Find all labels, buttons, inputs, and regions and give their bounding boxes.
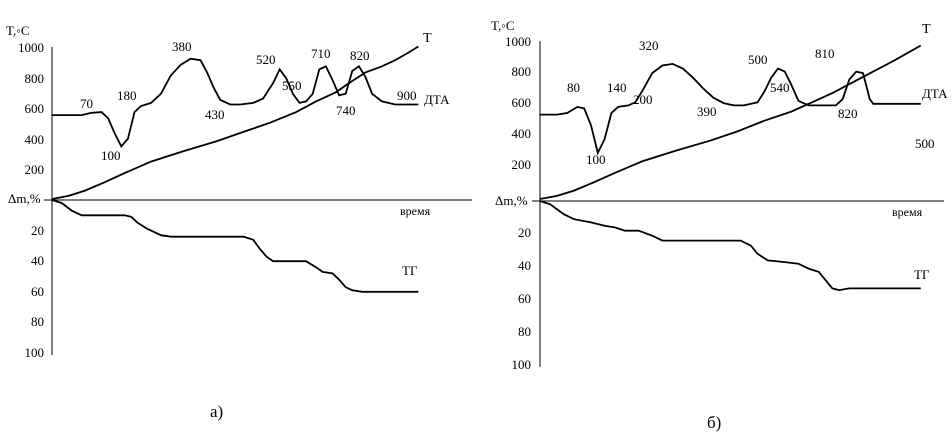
panel-b-peak-label: 100: [586, 152, 606, 167]
panel-a-peak-label: 520: [256, 52, 276, 67]
panel-b-mass-tick-60: 60: [518, 291, 531, 306]
panel-a-temperature-curve: [51, 45, 419, 200]
panel-b-peak-label: 320: [639, 38, 659, 53]
panel-a-peak-label: 740: [336, 103, 356, 118]
panel-b-peak-label: 140: [607, 80, 627, 95]
panel-a-temp-tick-1000: 1000: [18, 40, 44, 55]
panel-b-peak-label: 820: [838, 106, 858, 121]
panel-b-peak-label: 80: [567, 80, 580, 95]
panel-b-temp-tick-600: 600: [512, 95, 532, 110]
panel-b-temp-tick-1000: 1000: [505, 34, 531, 49]
panel-b-temp-tick-200: 200: [512, 157, 532, 172]
panel-a-mass-tick-60: 60: [31, 284, 44, 299]
panel-a-peak-label: 380: [172, 39, 192, 54]
panel-b-mass-tick-100: 100: [512, 357, 532, 372]
panel-b-temp-tick-400: 400: [512, 126, 532, 141]
panel-a-series-label-tg: ТГ: [402, 263, 418, 278]
panel-b-mass-tick-20: 20: [518, 225, 531, 240]
panel-a-dta-curve: [52, 57, 419, 148]
panel-a-peak-label: 900: [397, 88, 417, 103]
panel-a-temp-tick-800: 800: [25, 71, 45, 86]
panel-b-peak-label: 500: [915, 136, 935, 151]
panel-a-peak-label: 180: [117, 88, 137, 103]
panel-b-series-label-dta: ДТА: [922, 86, 948, 101]
panel-a-mass-tick-20: 20: [31, 223, 44, 238]
panel-a-peak-label: 100: [101, 148, 121, 163]
panel-a-temp-tick-600: 600: [25, 101, 45, 116]
panel-a: T,◦C Δm,% время 1000 800 600 400 200 20 …: [6, 23, 472, 421]
panel-a-series-label-t: T: [423, 31, 432, 46]
panel-b-peak-label: 810: [815, 46, 835, 61]
panel-a-peak-label: 550: [282, 78, 302, 93]
panel-b: T,◦C Δm,% время 1000 800 600 400 200 20 …: [491, 18, 948, 432]
panel-b-series-label-tg: ТГ: [914, 267, 930, 282]
panel-a-mass-tick-40: 40: [31, 253, 44, 268]
panel-a-temp-axis-label: T,◦C: [6, 23, 30, 38]
panel-b-peak-label: 390: [697, 104, 717, 119]
panel-b-peak-label: 540: [770, 80, 790, 95]
panel-a-caption: а): [210, 402, 223, 421]
panel-a-peak-label: 430: [205, 107, 225, 122]
panel-a-peak-label: 820: [350, 48, 370, 63]
panel-b-mass-axis-label: Δm,%: [495, 193, 528, 208]
panel-a-tg-curve: [51, 199, 419, 293]
panel-b-time-label: время: [892, 205, 923, 219]
panel-b-caption: б): [707, 413, 721, 432]
panel-a-series-label-dta: ДТА: [424, 92, 450, 107]
panel-a-mass-tick-100: 100: [25, 345, 45, 360]
panel-b-series-label-t: T: [922, 22, 931, 37]
panel-b-mass-tick-40: 40: [518, 258, 531, 273]
panel-b-tg-curve: [539, 200, 921, 292]
panel-b-dta-curve: [540, 62, 921, 156]
panel-a-time-label: время: [400, 204, 431, 218]
panel-b-temperature-curve: [539, 44, 922, 200]
panel-b-temp-axis-label: T,◦C: [491, 18, 515, 33]
panel-a-temp-tick-200: 200: [25, 162, 45, 177]
panel-a-peak-label: 70: [80, 96, 93, 111]
panel-a-temp-tick-400: 400: [25, 132, 45, 147]
panel-a-peak-label: 710: [311, 46, 331, 61]
panel-b-mass-tick-80: 80: [518, 324, 531, 339]
panel-a-mass-tick-80: 80: [31, 314, 44, 329]
panel-b-peak-label: 200: [633, 92, 653, 107]
panel-b-temp-tick-800: 800: [512, 64, 532, 79]
panel-a-mass-axis-label: Δm,%: [8, 191, 41, 206]
panel-b-peak-label: 500: [748, 52, 768, 67]
